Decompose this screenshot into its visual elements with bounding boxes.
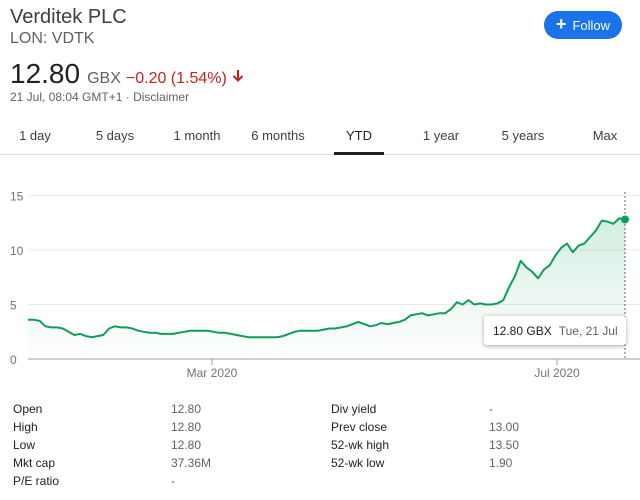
stat-value-high: 12.80	[171, 420, 202, 434]
x-tick-label: Mar 2020	[187, 366, 238, 380]
active-tab-indicator	[334, 152, 384, 155]
tab-5-days[interactable]: 5 days	[95, 127, 135, 143]
stat-value-pe-ratio: -	[171, 474, 175, 488]
stat-value-52wk-low: 1.90	[489, 456, 513, 470]
tab-6-months[interactable]: 6 months	[251, 127, 305, 143]
stat-value-div-yield: -	[489, 402, 493, 416]
y-tick-label: 10	[10, 244, 24, 258]
stat-value-mkt-cap: 37.36M	[171, 456, 212, 470]
y-tick-label: 15	[10, 190, 24, 204]
stat-label-div-yield: Div yield	[331, 402, 377, 416]
stat-value-low: 12.80	[171, 438, 202, 452]
stat-label-prev-close: Prev close	[331, 420, 388, 434]
stat-label-mkt-cap: Mkt cap	[13, 456, 56, 470]
company-name: Verditek PLC	[10, 6, 127, 28]
tab-max[interactable]: Max	[592, 127, 618, 143]
timestamp: 21 Jul, 08:04 GMT+1	[10, 90, 123, 104]
current-price-point	[621, 215, 629, 224]
stat-value-prev-close: 13.00	[489, 420, 520, 434]
separator: ·	[125, 90, 130, 104]
price-chart[interactable]: 0 5 10 15 Mar 2020 Jul 2020	[0, 180, 640, 380]
price-change: −0.20 (1.54%)	[125, 70, 227, 87]
tab-1-year[interactable]: 1 year	[422, 127, 460, 143]
stat-label-low: Low	[13, 438, 36, 452]
stat-label-52wk-low: 52-wk low	[331, 456, 385, 470]
stat-label-high: High	[13, 420, 38, 434]
follow-button[interactable]: + Follow	[544, 11, 622, 39]
stat-label-open: Open	[13, 402, 43, 416]
stat-value-52wk-high: 13.50	[489, 438, 520, 452]
tab-1-month[interactable]: 1 month	[173, 127, 221, 143]
stat-label-pe-ratio: P/E ratio	[13, 474, 60, 488]
disclaimer-link[interactable]: Disclaimer	[133, 90, 190, 104]
plus-icon: +	[555, 14, 567, 34]
timestamp-row: 21 Jul, 08:04 GMT+1 · Disclaimer	[10, 90, 189, 104]
x-tick-label: Jul 2020	[534, 366, 580, 380]
tab-ytd[interactable]: YTD	[346, 127, 372, 143]
stat-label-52wk-high: 52-wk high	[331, 438, 390, 452]
price-area-fill	[28, 218, 625, 359]
arrow-down-icon	[232, 70, 244, 82]
ticker-symbol: LON: VDTK	[10, 30, 95, 47]
price-row: 12.80 GBX −0.20 (1.54%)	[10, 58, 244, 90]
currency: GBX	[87, 70, 121, 87]
tooltip-date: Tue, 21 Jul	[558, 323, 618, 338]
chart-tooltip: 12.80 GBX Tue, 21 Jul	[484, 316, 626, 345]
current-price: 12.80	[10, 58, 81, 89]
stat-value-open: 12.80	[171, 402, 202, 416]
tab-5-years[interactable]: 5 years	[501, 127, 545, 143]
price-line	[28, 217, 626, 339]
y-tick-label: 0	[10, 353, 17, 367]
y-tick-label: 5	[10, 299, 17, 313]
tooltip-price: 12.80 GBX	[493, 323, 552, 338]
tab-1-day[interactable]: 1 day	[19, 127, 51, 143]
follow-label: Follow	[572, 17, 611, 33]
range-tabs: 1 day 5 days 1 month 6 months YTD 1 year…	[0, 116, 640, 155]
